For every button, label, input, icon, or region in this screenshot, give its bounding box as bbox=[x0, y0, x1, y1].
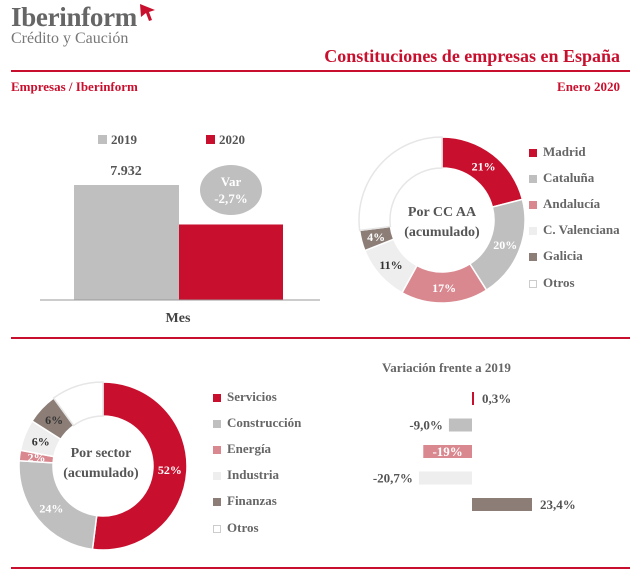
variation-chart-title: Variación frente a 2019 bbox=[382, 360, 511, 375]
value-label-2020: 7.715 bbox=[215, 237, 247, 252]
source-label: Empresas / Iberinform bbox=[11, 79, 138, 94]
monthly-bar-chart: 2019 2020 7.932 7.715 Var -2,7% Mes bbox=[40, 132, 320, 326]
footer-rule bbox=[11, 567, 630, 569]
sectors-value-label: 52% bbox=[158, 463, 182, 477]
legend-label: Galicia bbox=[543, 248, 583, 263]
legend-swatch bbox=[529, 149, 537, 158]
section-rule bbox=[11, 337, 630, 339]
variation-bar-energ-a bbox=[423, 445, 472, 458]
header-rule bbox=[11, 70, 630, 72]
legend-servicios: Servicios bbox=[213, 389, 277, 405]
legend-swatch bbox=[213, 472, 221, 481]
sectors-slice-servicios bbox=[91, 381, 188, 551]
legend-galicia: Galicia bbox=[529, 248, 583, 264]
legend-industria: Industria bbox=[213, 467, 279, 483]
legend-label: Madrid bbox=[543, 144, 586, 159]
x-axis-label: Mes bbox=[166, 311, 191, 326]
legend-label: Finanzas bbox=[227, 493, 277, 508]
legend-otros-regions: Otros bbox=[529, 275, 575, 291]
sectors-slice-otros bbox=[52, 381, 104, 427]
legend-label: Servicios bbox=[227, 389, 277, 404]
legend-swatch bbox=[213, 420, 221, 429]
variation-value-label: 0,3% bbox=[482, 391, 511, 406]
legend-label-2020: 2020 bbox=[219, 132, 245, 147]
regions-value-label: 4% bbox=[367, 230, 385, 244]
legend-label: Construcción bbox=[227, 415, 302, 430]
regions-value-label: 20% bbox=[493, 238, 517, 252]
legend-label: Cataluña bbox=[543, 170, 595, 185]
bar-2020 bbox=[179, 224, 283, 300]
legend-swatch bbox=[529, 201, 537, 210]
legend-label: C. Valenciana bbox=[543, 222, 620, 237]
legend-swatch bbox=[213, 446, 221, 455]
legend-valenciana: C. Valenciana bbox=[529, 222, 620, 238]
regions-slice-otros bbox=[358, 136, 443, 232]
regions-value-label: 11% bbox=[379, 258, 402, 272]
variation-value-label: -9,0% bbox=[409, 418, 443, 433]
legend-label: Energía bbox=[227, 441, 272, 456]
brand-arrow-icon bbox=[140, 4, 155, 21]
legend-label: Andalucía bbox=[543, 196, 601, 211]
legend-swatch bbox=[213, 394, 221, 403]
variation-bubble bbox=[200, 165, 262, 215]
regions-center-label-2: (acumulado) bbox=[404, 225, 480, 240]
legend-swatch bbox=[529, 227, 537, 236]
legend-madrid: Madrid bbox=[529, 144, 586, 160]
sectors-value-label: 6% bbox=[45, 413, 63, 427]
legend-label: Otros bbox=[227, 520, 259, 535]
variation-bar-chart: 0,3% -9,0% -19% -20,7% 23,4% bbox=[373, 391, 576, 512]
variation-label: Var bbox=[221, 174, 242, 189]
legend-label-2019: 2019 bbox=[111, 132, 138, 147]
variation-value-label: 23,4% bbox=[540, 497, 576, 512]
page-title: Constituciones de empresas en España bbox=[324, 46, 620, 66]
variation-bar-servicios bbox=[472, 392, 474, 405]
sectors-center-label-1: Por sector bbox=[71, 446, 132, 461]
legend-label: Otros bbox=[543, 275, 575, 290]
legend-swatch bbox=[213, 498, 221, 507]
variation-bar-industria bbox=[418, 471, 472, 485]
regions-value-label: 17% bbox=[432, 281, 456, 295]
legend-cataluna: Cataluña bbox=[529, 170, 594, 186]
legend-otros-sectors: Otros bbox=[213, 520, 259, 536]
legend-finanzas: Finanzas bbox=[213, 493, 277, 509]
legend-andalucia: Andalucía bbox=[529, 196, 600, 212]
sectors-value-label: 6% bbox=[32, 434, 50, 448]
regions-value-label: 21% bbox=[472, 159, 496, 173]
legend-swatch-2020 bbox=[206, 135, 215, 144]
sectors-donut-chart: 52%24%2%6%6% Por sector (acumulado) bbox=[18, 381, 188, 551]
legend-swatch bbox=[529, 280, 537, 289]
legend-energia: Energía bbox=[213, 441, 271, 457]
regions-center-label-1: Por CC AA bbox=[408, 205, 477, 220]
bar-2019 bbox=[74, 185, 179, 300]
legend-label: Industria bbox=[227, 467, 280, 482]
variation-value-label: -19% bbox=[432, 444, 462, 459]
period-label: Enero 2020 bbox=[557, 79, 620, 94]
value-label-2019: 7.932 bbox=[110, 164, 142, 179]
legend-construccion: Construcción bbox=[213, 415, 301, 431]
brand-subtitle: Crédito y Caución bbox=[11, 30, 129, 47]
variation-value: -2,7% bbox=[214, 191, 248, 206]
regions-donut-chart: 21% 20% 17% 11% 4% Por CC AA (acumulado) bbox=[358, 136, 526, 304]
legend-swatch-2019 bbox=[98, 135, 107, 144]
sectors-value-label: 24% bbox=[39, 502, 63, 516]
brand-name: Iberinform bbox=[11, 2, 137, 32]
legend-swatch bbox=[529, 175, 537, 184]
variation-bar-construcci-n bbox=[448, 418, 472, 432]
variation-bar-finanzas bbox=[472, 498, 532, 511]
variation-value-label: -20,7% bbox=[373, 471, 413, 486]
legend-swatch bbox=[529, 253, 537, 262]
legend-swatch bbox=[213, 525, 221, 534]
sectors-center-label-2: (acumulado) bbox=[63, 466, 139, 481]
